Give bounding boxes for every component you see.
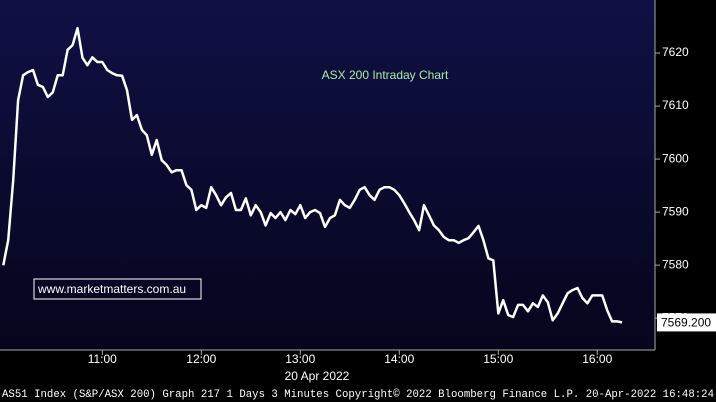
last-price-box — [657, 313, 716, 332]
watermark-box — [33, 278, 202, 300]
watermark: www.marketmatters.com.au — [37, 282, 186, 296]
y-tick-label: 7580 — [662, 257, 689, 271]
last-price-label: 7569.200 — [661, 316, 711, 330]
y-tick-label: 7620 — [662, 45, 689, 59]
chart-title: ASX 200 Intraday Chart — [322, 68, 449, 82]
x-tick-label: 13:00 — [285, 352, 315, 366]
x-tick-label: 14:00 — [384, 352, 414, 366]
y-tick-label: 7590 — [662, 204, 689, 218]
y-tick-label: 7610 — [662, 98, 689, 112]
x-tick-label: 15:00 — [483, 352, 513, 366]
footer: AS51 Index (S&P/ASX 200) Graph 217 1 Day… — [2, 389, 714, 401]
plot-area — [0, 0, 655, 350]
price-line — [2, 26, 623, 324]
x-tick-label: 16:00 — [582, 352, 612, 366]
x-tick-label: 12:00 — [186, 352, 216, 366]
x-axis-label: 20 Apr 2022 — [285, 369, 350, 383]
x-tick-label: 11:00 — [88, 352, 117, 366]
y-tick-label: 7600 — [662, 151, 689, 165]
